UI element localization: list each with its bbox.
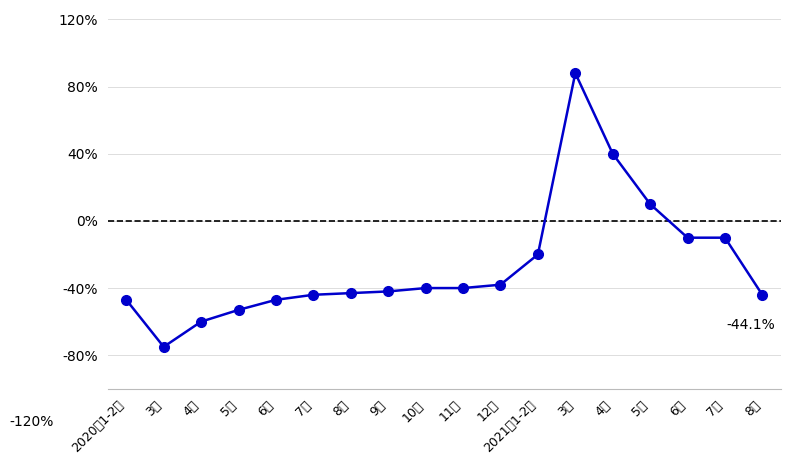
- Text: -44.1%: -44.1%: [727, 318, 776, 333]
- Text: -120%: -120%: [10, 416, 54, 430]
